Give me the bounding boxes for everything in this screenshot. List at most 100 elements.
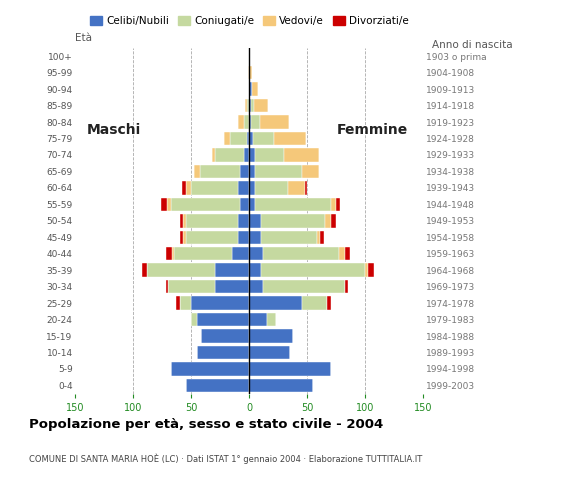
Bar	[248, 66, 249, 79]
Bar	[180, 214, 183, 228]
Bar	[247, 132, 249, 145]
Legend: Celibi/Nubili, Coniugati/e, Vedovi/e, Divorziati/e: Celibi/Nubili, Coniugati/e, Vedovi/e, Di…	[86, 12, 413, 30]
Bar	[247, 99, 249, 112]
Bar	[284, 148, 319, 162]
Bar	[168, 280, 215, 293]
Bar	[249, 198, 255, 211]
Bar	[238, 115, 244, 129]
Bar	[176, 296, 180, 310]
Bar	[327, 296, 331, 310]
Bar	[230, 132, 247, 145]
Bar	[336, 198, 340, 211]
Text: Maschi: Maschi	[87, 123, 142, 137]
Bar	[142, 264, 147, 277]
Bar	[238, 181, 249, 194]
Bar	[200, 165, 240, 178]
Text: Popolazione per età, sesso e stato civile - 2004: Popolazione per età, sesso e stato civil…	[29, 418, 383, 431]
Bar	[232, 247, 249, 261]
Bar	[305, 181, 307, 194]
Bar	[317, 230, 320, 244]
Bar	[331, 198, 336, 211]
Bar	[252, 83, 258, 96]
Bar	[339, 247, 345, 261]
Bar	[171, 362, 249, 376]
Bar	[244, 148, 249, 162]
Bar	[240, 198, 249, 211]
Bar	[261, 264, 365, 277]
Bar	[194, 165, 200, 178]
Bar	[174, 247, 232, 261]
Bar	[249, 230, 261, 244]
Bar	[238, 230, 249, 244]
Bar	[186, 379, 249, 392]
Bar	[244, 115, 249, 129]
Bar	[254, 99, 268, 112]
Bar	[147, 264, 215, 277]
Bar	[261, 230, 317, 244]
Bar	[245, 99, 247, 112]
Bar	[274, 132, 306, 145]
Bar	[249, 296, 302, 310]
Bar	[249, 264, 261, 277]
Bar	[263, 247, 339, 261]
Bar	[253, 132, 274, 145]
Bar	[182, 181, 186, 194]
Text: COMUNE DI SANTA MARIA HOÈ (LC) · Dati ISTAT 1° gennaio 2004 · Elaborazione TUTTI: COMUNE DI SANTA MARIA HOÈ (LC) · Dati IS…	[29, 454, 422, 464]
Bar	[183, 230, 186, 244]
Bar	[267, 313, 276, 326]
Bar	[325, 214, 331, 228]
Bar	[249, 66, 252, 79]
Bar	[255, 165, 302, 178]
Bar	[186, 230, 238, 244]
Bar	[249, 247, 263, 261]
Bar	[215, 148, 244, 162]
Bar	[167, 198, 171, 211]
Bar	[215, 264, 249, 277]
Bar	[249, 132, 253, 145]
Bar	[249, 165, 255, 178]
Bar	[191, 181, 238, 194]
Bar	[183, 214, 186, 228]
Bar	[249, 99, 251, 112]
Bar	[186, 181, 191, 194]
Bar	[249, 346, 290, 359]
Bar	[249, 280, 263, 293]
Text: Anno di nascita: Anno di nascita	[432, 40, 513, 50]
Bar	[255, 148, 284, 162]
Bar	[368, 264, 374, 277]
Bar	[215, 280, 249, 293]
Bar	[302, 165, 319, 178]
Bar	[161, 198, 167, 211]
Bar	[255, 198, 331, 211]
Bar	[166, 280, 168, 293]
Bar	[180, 296, 191, 310]
Bar	[238, 214, 249, 228]
Bar	[191, 296, 249, 310]
Bar	[288, 181, 305, 194]
Bar	[365, 264, 368, 277]
Bar	[240, 165, 249, 178]
Bar	[212, 148, 215, 162]
Bar	[249, 214, 261, 228]
Bar	[255, 181, 288, 194]
Bar	[224, 132, 230, 145]
Bar	[260, 115, 289, 129]
Bar	[345, 280, 348, 293]
Bar	[320, 230, 324, 244]
Bar	[302, 296, 327, 310]
Bar	[249, 115, 251, 129]
Bar	[249, 329, 293, 343]
Bar	[249, 181, 255, 194]
Bar	[197, 313, 249, 326]
Bar	[171, 198, 240, 211]
Text: Femmine: Femmine	[336, 123, 408, 137]
Bar	[263, 280, 345, 293]
Bar	[251, 115, 260, 129]
Bar	[249, 362, 331, 376]
Bar	[186, 214, 238, 228]
Bar	[191, 313, 197, 326]
Bar	[249, 379, 313, 392]
Bar	[201, 329, 249, 343]
Bar	[249, 148, 255, 162]
Bar	[249, 313, 267, 326]
